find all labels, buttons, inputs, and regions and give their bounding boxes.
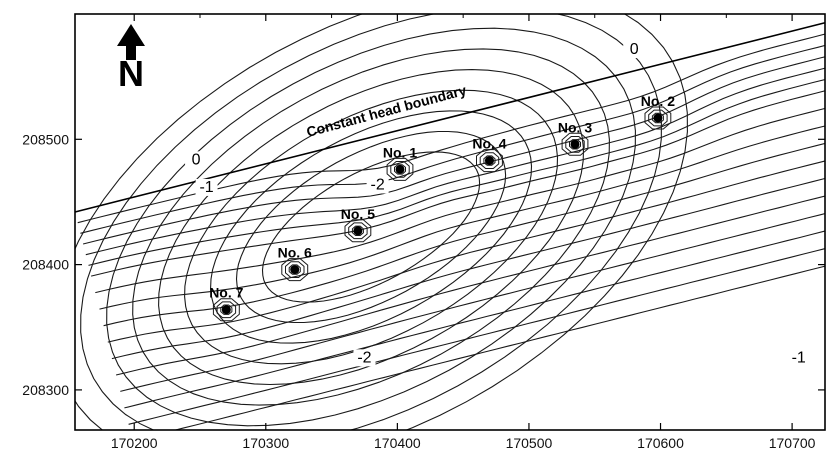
well-ring [479, 152, 500, 169]
north-arrow-label: N [118, 53, 144, 94]
contour-loop [184, 89, 559, 365]
contour-labels: 0 0 -1 -1 -2 -2 [185, 41, 810, 367]
well-ring [651, 112, 664, 124]
contour-line [90, 90, 825, 277]
contour-line [80, 44, 825, 234]
contour-line [95, 107, 825, 294]
contour-label-bg [185, 151, 208, 169]
contour-line [115, 195, 825, 376]
contour-line [99, 125, 825, 310]
well-marker [386, 157, 414, 181]
contour-label-bg [366, 176, 389, 194]
x-tick-label: 170400 [374, 435, 421, 451]
well-label: No. 5 [341, 206, 375, 222]
well-point [570, 139, 580, 149]
well-label: No. 1 [383, 144, 417, 160]
y-axis: 208300 208400 208500 [22, 131, 825, 398]
contour-line [173, 265, 825, 430]
contour-line [77, 33, 825, 224]
contour-loop [158, 69, 585, 386]
well-ring [386, 157, 414, 181]
well-marker [476, 149, 503, 173]
well-ring [212, 298, 240, 322]
plot-frame [74, 13, 826, 431]
well-label: No. 7 [209, 285, 243, 301]
well-ring [285, 261, 305, 278]
well-marker [344, 219, 372, 243]
contour-lines [75, 14, 825, 430]
contour-loop [80, 14, 662, 430]
contour-label-bg [353, 349, 376, 367]
contour-line [85, 67, 825, 256]
well-ring [476, 149, 503, 173]
contour-value-label: -1 [199, 179, 213, 196]
contour-loop [132, 48, 610, 406]
well-marker [561, 132, 589, 156]
well-point [395, 164, 405, 174]
well-point [653, 113, 663, 123]
north-arrow-icon: N [117, 24, 145, 94]
x-axis: 170200 170300 170400 170500 170600 170700 [111, 14, 816, 451]
contour-line [128, 248, 825, 425]
well-ring [648, 109, 668, 127]
contour-loop [235, 130, 507, 324]
contour-value-label: -1 [792, 349, 806, 366]
contour-loop [106, 27, 636, 427]
contour-line [88, 78, 825, 266]
x-tick-label: 170500 [506, 435, 553, 451]
y-tick-label: 208400 [22, 257, 69, 273]
x-tick-label: 170300 [242, 435, 289, 451]
well-marker [644, 106, 672, 130]
contour-label-bg [623, 41, 646, 59]
contour-value-label: -2 [371, 176, 385, 193]
contour-line [107, 160, 825, 343]
well-ring [288, 264, 301, 275]
well-point [290, 265, 300, 275]
contour-value-label: 0 [630, 41, 639, 58]
contour-value-label: -2 [357, 349, 371, 366]
well-point [221, 305, 231, 315]
well-ring [390, 161, 410, 178]
well-label: No. 4 [472, 136, 506, 152]
well-label: No. 6 [278, 245, 312, 261]
well-marker [281, 258, 309, 282]
y-tick-label: 208300 [22, 382, 69, 398]
well-ring [644, 106, 672, 130]
well-ring [351, 225, 364, 236]
well-label: No. 3 [558, 119, 592, 135]
well-label: No. 2 [641, 93, 675, 109]
wells-group: No. 1 No. 2 No. 3 No. 4 No. 5 No. 6 No. 7 [209, 93, 675, 322]
contour-loop [75, 14, 688, 430]
well-ring [561, 132, 589, 156]
well-ring [344, 219, 372, 243]
x-tick-label: 170600 [637, 435, 684, 451]
well-ring [565, 136, 585, 153]
well-ring [281, 258, 309, 282]
well-ring [394, 164, 406, 175]
well-point [353, 226, 363, 236]
well-point [484, 156, 494, 166]
contour-loop [261, 151, 481, 303]
contour-label-bg [195, 178, 218, 196]
x-tick-label: 170200 [111, 435, 158, 451]
well-ring [216, 301, 237, 319]
contour-label-bg [787, 349, 810, 367]
contour-line [124, 230, 825, 409]
contour-value-label: 0 [192, 151, 201, 168]
well-ring [569, 139, 581, 150]
x-tick-label: 170700 [769, 435, 816, 451]
well-marker [212, 298, 240, 322]
contour-line [82, 56, 825, 245]
well-ring [483, 155, 496, 166]
contour-line [111, 177, 825, 360]
contour-line [120, 213, 825, 392]
y-tick-label: 208500 [22, 131, 69, 147]
well-ring [348, 222, 368, 240]
well-ring [220, 304, 233, 315]
